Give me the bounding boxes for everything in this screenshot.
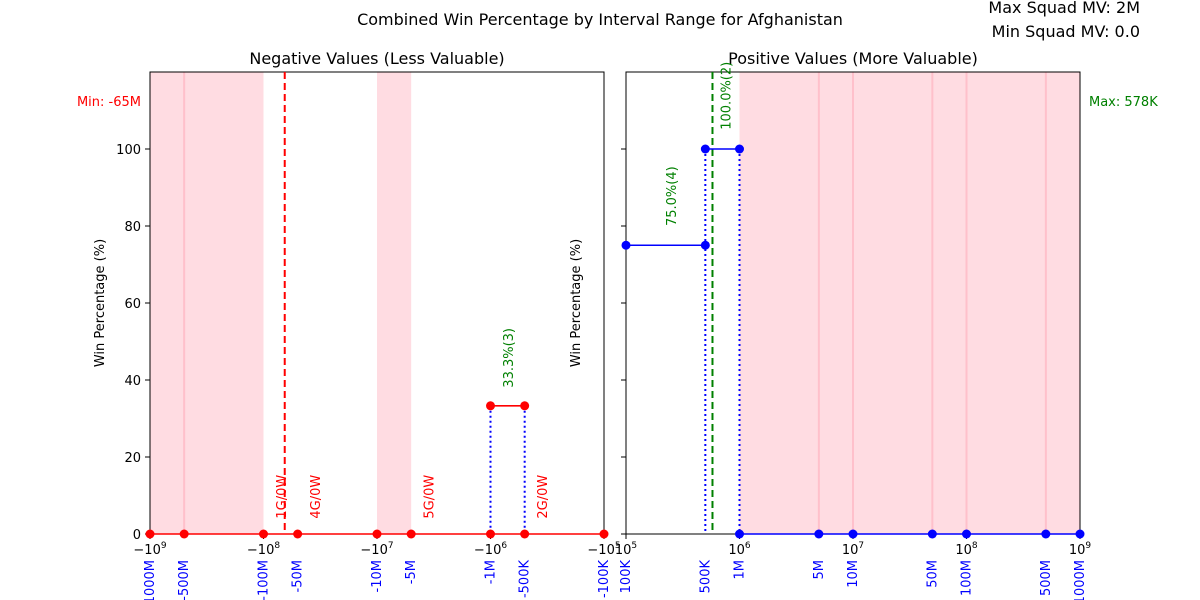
data-point [599,529,609,539]
x-interval-label: 100M [960,560,975,596]
annotation-label: 75.0%(4) [665,166,680,226]
panel-title: Positive Values (More Valuable) [728,49,978,68]
x-major-tick-label: 107 [842,541,864,558]
data-point [735,529,744,539]
x-interval-label: 10M [846,560,861,588]
x-interval-label: -100M [257,560,272,600]
data-point [814,529,824,539]
x-major-tick-label: 108 [955,541,978,558]
x-interval-label: 5M [812,560,827,580]
x-major-tick-label: −109 [133,541,166,558]
panel-title: Negative Values (Less Valuable) [249,49,504,68]
x-major-tick-label: 109 [1069,541,1092,558]
annotation-label: 100.0%(2) [719,62,734,130]
x-interval-label: -1000M [143,560,158,600]
y-tick-label: 60 [124,297,141,312]
data-point [520,529,530,539]
y-tick-label: 40 [124,374,141,389]
x-interval-label: -100K [597,560,612,599]
annotation-label: 5G/0W [423,475,438,519]
highlight-band [739,72,1080,534]
x-interval-label: -500K [518,560,533,599]
data-point [700,144,710,154]
x-interval-label: -50M [291,560,306,592]
data-point [520,401,530,411]
y-tick-label: 0 [133,528,141,543]
x-interval-label: -5M [404,560,419,584]
data-point [735,144,744,154]
highlight-band [377,72,412,534]
data-point [486,529,495,539]
x-major-tick-label: −106 [474,541,507,558]
data-point [1075,529,1085,539]
x-interval-label: 500M [1039,560,1054,596]
y-axis-label: Win Percentage (%) [569,239,584,367]
x-interval-label: -10M [370,560,385,592]
data-point [962,529,971,539]
x-interval-label: 1000M [1073,560,1088,600]
x-interval-label: -500M [177,560,192,600]
data-point [621,240,631,250]
data-point [406,529,416,539]
annotation-label: 2G/0W [536,475,551,519]
x-major-tick-label: 105 [615,541,637,558]
data-point [1041,529,1051,539]
panel-negative: Negative Values (Less Valuable) Win Perce… [77,49,621,600]
annotation-label: 4G/0W [309,475,324,519]
y-tick-label: 20 [124,451,141,466]
data-point [927,529,937,539]
x-major-tick-label: −105 [587,541,620,558]
x-interval-label: 50M [925,560,940,588]
data-point [293,529,303,539]
reference-line-label: Min: -65M [77,95,141,110]
data-point [486,401,495,411]
data-point [145,529,155,539]
x-major-tick-label: 106 [728,541,751,558]
x-major-tick-label: −108 [247,541,280,558]
min-squad-mv-label: Min Squad MV: 0.0 [991,22,1140,41]
annotation-label: 1G/0W [275,475,290,519]
y-tick-label: 100 [116,143,141,158]
data-point [848,529,858,539]
max-squad-mv-label: Max Squad MV: 2M [988,0,1140,17]
x-interval-label: 500K [698,560,713,594]
y-axis-label: Win Percentage (%) [93,239,108,367]
annotation-label: 33.3%(3) [502,328,517,388]
data-point [372,529,382,539]
reference-line-label: Max: 578K [1089,95,1158,110]
figure-title: Combined Win Percentage by Interval Rang… [357,10,843,29]
x-interval-label: 100K [619,560,634,594]
data-point [700,240,710,250]
highlight-band [150,72,264,534]
panel-positive: Positive Values (More Valuable) Win Perce… [569,49,1158,600]
x-interval-label: 1M [733,560,748,580]
data-point [179,529,189,539]
y-tick-label: 80 [124,220,141,235]
x-major-tick-label: −107 [360,541,393,558]
x-interval-label: -1M [484,560,499,584]
data-point [259,529,268,539]
